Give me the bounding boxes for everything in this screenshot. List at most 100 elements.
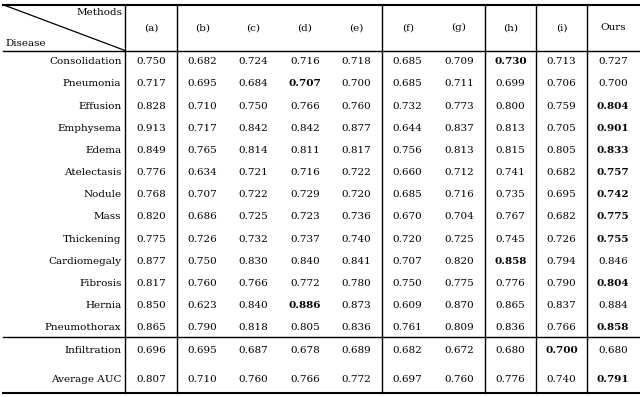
Text: 0.609: 0.609 — [393, 301, 422, 310]
Text: 0.725: 0.725 — [239, 212, 268, 222]
Text: 0.727: 0.727 — [598, 57, 628, 66]
Text: 0.884: 0.884 — [598, 301, 628, 310]
Text: 0.820: 0.820 — [136, 212, 166, 222]
Text: 0.720: 0.720 — [393, 235, 422, 244]
Text: Cardiomegaly: Cardiomegaly — [48, 257, 122, 266]
Text: Pneumothorax: Pneumothorax — [45, 324, 122, 332]
Text: 0.700: 0.700 — [598, 79, 628, 89]
Text: 0.735: 0.735 — [495, 190, 525, 199]
Text: 0.707: 0.707 — [289, 79, 321, 89]
Text: 0.775: 0.775 — [136, 235, 166, 244]
Text: 0.740: 0.740 — [341, 235, 371, 244]
Text: 0.813: 0.813 — [444, 146, 474, 155]
Text: 0.837: 0.837 — [547, 301, 577, 310]
Text: 0.837: 0.837 — [444, 124, 474, 133]
Text: 0.858: 0.858 — [597, 324, 629, 332]
Text: 0.644: 0.644 — [393, 124, 422, 133]
Text: 0.877: 0.877 — [341, 124, 371, 133]
Text: 0.705: 0.705 — [547, 124, 577, 133]
Text: 0.689: 0.689 — [341, 346, 371, 355]
Text: 0.757: 0.757 — [596, 168, 629, 177]
Text: 0.830: 0.830 — [239, 257, 268, 266]
Text: 0.794: 0.794 — [547, 257, 577, 266]
Text: 0.750: 0.750 — [136, 57, 166, 66]
Text: (g): (g) — [452, 23, 467, 32]
Text: 0.687: 0.687 — [239, 346, 268, 355]
Text: 0.706: 0.706 — [547, 79, 577, 89]
Text: 0.766: 0.766 — [547, 324, 577, 332]
Text: 0.745: 0.745 — [495, 235, 525, 244]
Text: 0.805: 0.805 — [547, 146, 577, 155]
Text: 0.700: 0.700 — [545, 346, 578, 355]
Text: 0.767: 0.767 — [495, 212, 525, 222]
Text: 0.716: 0.716 — [290, 168, 320, 177]
Text: 0.776: 0.776 — [495, 279, 525, 288]
Text: 0.820: 0.820 — [444, 257, 474, 266]
Text: Fibrosis: Fibrosis — [79, 279, 122, 288]
Text: 0.623: 0.623 — [188, 301, 217, 310]
Text: 0.849: 0.849 — [136, 146, 166, 155]
Text: 0.695: 0.695 — [188, 79, 217, 89]
Text: 0.750: 0.750 — [188, 257, 217, 266]
Text: 0.724: 0.724 — [239, 57, 268, 66]
Text: Hernia: Hernia — [85, 301, 122, 310]
Text: 0.807: 0.807 — [136, 374, 166, 384]
Text: 0.716: 0.716 — [290, 57, 320, 66]
Text: 0.865: 0.865 — [495, 301, 525, 310]
Text: Mass: Mass — [94, 212, 122, 222]
Text: 0.815: 0.815 — [495, 146, 525, 155]
Text: (h): (h) — [503, 23, 518, 32]
Text: 0.732: 0.732 — [393, 102, 422, 110]
Text: 0.760: 0.760 — [444, 374, 474, 384]
Text: 0.685: 0.685 — [393, 57, 422, 66]
Text: 0.780: 0.780 — [341, 279, 371, 288]
Text: 0.873: 0.873 — [341, 301, 371, 310]
Text: 0.729: 0.729 — [290, 190, 320, 199]
Text: 0.700: 0.700 — [341, 79, 371, 89]
Text: Ours: Ours — [600, 23, 626, 32]
Text: 0.804: 0.804 — [596, 102, 629, 110]
Text: 0.717: 0.717 — [188, 124, 217, 133]
Text: 0.766: 0.766 — [239, 279, 268, 288]
Text: 0.804: 0.804 — [596, 279, 629, 288]
Text: 0.817: 0.817 — [136, 279, 166, 288]
Text: 0.755: 0.755 — [596, 235, 629, 244]
Text: Methods: Methods — [77, 8, 123, 17]
Text: 0.704: 0.704 — [444, 212, 474, 222]
Text: 0.682: 0.682 — [393, 346, 422, 355]
Text: 0.776: 0.776 — [495, 374, 525, 384]
Text: Pneumonia: Pneumonia — [63, 79, 122, 89]
Text: 0.776: 0.776 — [136, 168, 166, 177]
Text: Effusion: Effusion — [78, 102, 122, 110]
Text: 0.750: 0.750 — [239, 102, 268, 110]
Text: 0.913: 0.913 — [136, 124, 166, 133]
Text: 0.886: 0.886 — [289, 301, 321, 310]
Text: 0.682: 0.682 — [188, 57, 217, 66]
Text: 0.800: 0.800 — [495, 102, 525, 110]
Text: 0.716: 0.716 — [444, 190, 474, 199]
Text: (b): (b) — [195, 23, 210, 32]
Text: Disease: Disease — [6, 39, 46, 48]
Text: 0.811: 0.811 — [290, 146, 320, 155]
Text: 0.732: 0.732 — [239, 235, 268, 244]
Text: 0.709: 0.709 — [444, 57, 474, 66]
Text: 0.726: 0.726 — [547, 235, 577, 244]
Text: (f): (f) — [402, 23, 413, 32]
Text: (d): (d) — [298, 23, 312, 32]
Text: 0.678: 0.678 — [290, 346, 320, 355]
Text: 0.760: 0.760 — [188, 279, 217, 288]
Text: 0.870: 0.870 — [444, 301, 474, 310]
Text: 0.842: 0.842 — [239, 124, 268, 133]
Text: 0.809: 0.809 — [444, 324, 474, 332]
Text: 0.696: 0.696 — [136, 346, 166, 355]
Text: 0.814: 0.814 — [239, 146, 268, 155]
Text: Thickening: Thickening — [63, 235, 122, 244]
Text: 0.707: 0.707 — [393, 257, 422, 266]
Text: 0.695: 0.695 — [547, 190, 577, 199]
Text: 0.790: 0.790 — [188, 324, 217, 332]
Text: (a): (a) — [144, 23, 158, 32]
Text: 0.773: 0.773 — [444, 102, 474, 110]
Text: 0.840: 0.840 — [290, 257, 320, 266]
Text: 0.759: 0.759 — [547, 102, 577, 110]
Text: 0.634: 0.634 — [188, 168, 217, 177]
